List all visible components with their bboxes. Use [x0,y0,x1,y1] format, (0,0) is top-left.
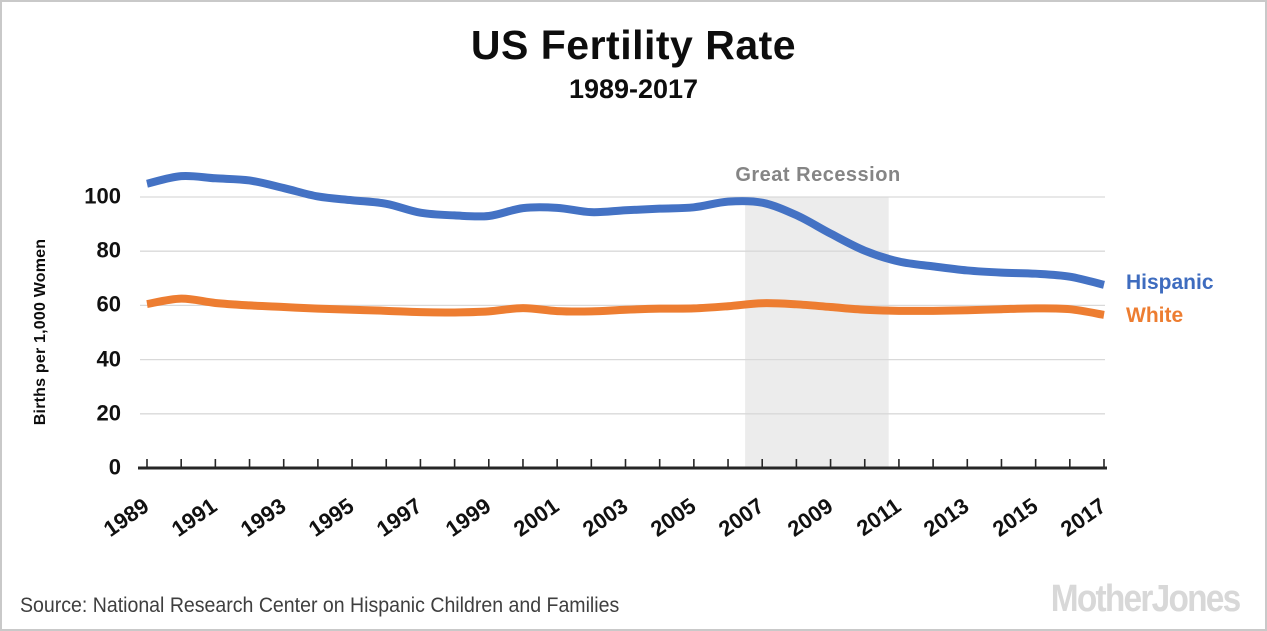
y-tick-label: 0 [108,454,121,480]
y-tick-label: 100 [84,183,121,209]
series-line-hispanic [146,171,1105,289]
y-tick-label: 40 [96,346,121,372]
legend-white-label: White [1126,304,1184,327]
y-tick-label: 60 [96,291,121,317]
chart-title: US Fertility Rate [470,22,797,68]
recession-band [745,197,889,467]
y-tick-label: 80 [96,237,121,263]
motherjones-logo: MotherJones [1050,578,1241,620]
legend-hispanic-label: Hispanic [1126,271,1214,294]
series-line-white [146,294,1105,319]
y-tick-label: 20 [96,400,121,426]
source-caption: Source: National Research Center on Hisp… [20,594,620,617]
chart-subtitle: 1989-2017 [568,74,699,104]
recession-annotation: Great Recession [735,164,901,186]
